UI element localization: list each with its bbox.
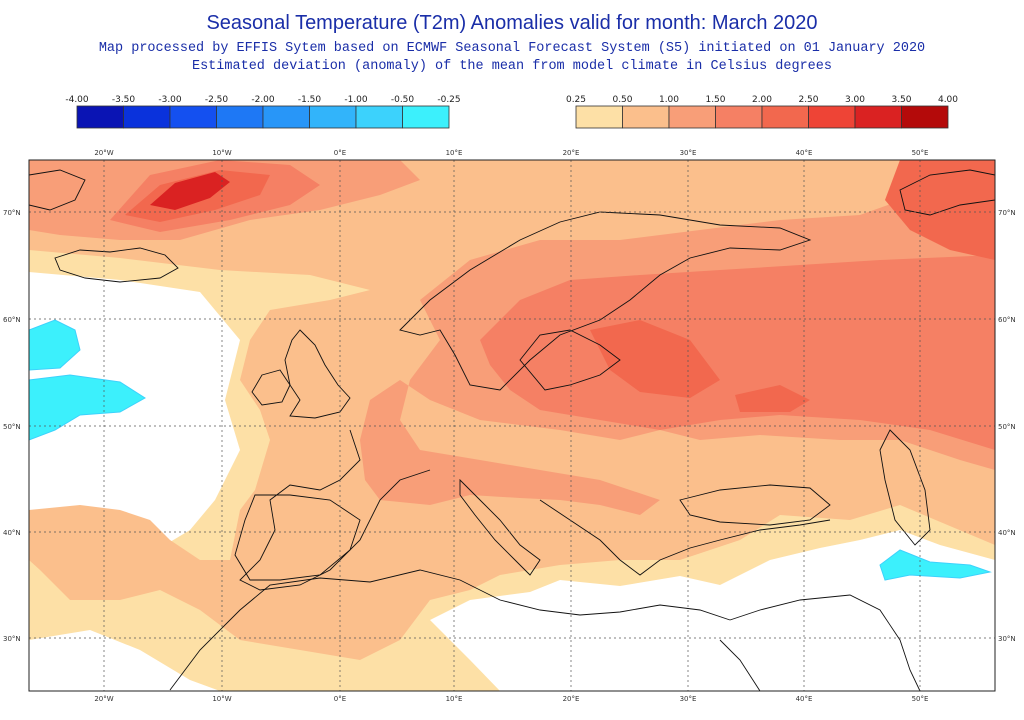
legend-cold-swatch-2 <box>169 105 217 129</box>
zone-anomaly-neg-caspian-south <box>879 549 992 581</box>
coast-iceland <box>54 247 179 283</box>
legend-cold-label-2: -3.00 <box>158 95 182 105</box>
lon-label-bottom-3: 10°E <box>446 695 463 703</box>
legend-warm-label-5: 2.50 <box>798 95 818 105</box>
coast-europe-west <box>239 429 431 591</box>
lon-label-top-4: 20°E <box>563 149 580 157</box>
lat-label-left-4: 30°N <box>3 635 21 643</box>
lon-label-bottom-7: 50°E <box>912 695 929 703</box>
zone-anomaly-neg-mid-atlantic <box>29 374 146 441</box>
zone-anomaly-200-baltic <box>590 320 720 398</box>
legend-warm-swatch-3 <box>715 105 763 129</box>
zone-anomaly-neg-north-atlantic <box>29 319 81 371</box>
graticule <box>29 160 995 691</box>
legend-cold-swatch-3 <box>216 105 264 129</box>
legend-cold-label-5: -1.50 <box>298 95 322 105</box>
lat-label-left-3: 40°N <box>3 529 21 537</box>
map-title: Seasonal Temperature (T2m) Anomalies val… <box>206 12 818 34</box>
coast-iberia <box>234 494 361 581</box>
coastlines <box>29 169 995 691</box>
lon-label-top-0: 20°W <box>94 149 113 157</box>
legend-warm-swatch-7 <box>901 105 949 129</box>
legend-warm-swatch-6 <box>854 105 902 129</box>
map-frame <box>28 159 996 692</box>
legend-warm-swatch-4 <box>761 105 809 129</box>
map-subtitle-processing: Map processed by EFFIS Sytem based on EC… <box>98 41 926 56</box>
lon-label-top-5: 30°E <box>680 149 697 157</box>
lon-label-top-1: 10°W <box>212 149 231 157</box>
lat-label-right-0: 70°N <box>998 209 1016 217</box>
lon-label-bottom-5: 30°E <box>680 695 697 703</box>
lon-label-top-7: 50°E <box>912 149 929 157</box>
legend-cold-swatch-5 <box>309 105 357 129</box>
coast-balkans <box>539 499 831 576</box>
coast-red-sea <box>719 639 761 691</box>
legend-cold-swatch-7 <box>402 105 450 129</box>
lat-label-right-2: 50°N <box>998 423 1016 431</box>
legend-cold-label-0: -4.00 <box>65 95 89 105</box>
coast-middle-east <box>729 594 921 691</box>
legend-warm-swatch-5 <box>808 105 856 129</box>
legend-warm-label-1: 0.50 <box>612 95 632 105</box>
lat-label-right-3: 40°N <box>998 529 1016 537</box>
lon-label-top-2: 0°E <box>334 149 346 157</box>
legend-cold-label-1: -3.50 <box>112 95 136 105</box>
legend-warm-swatch-0 <box>575 105 623 129</box>
lon-label-bottom-6: 40°E <box>796 695 813 703</box>
legend-warm-label-2: 1.00 <box>659 95 679 105</box>
legend-warm-label-3: 1.50 <box>705 95 725 105</box>
legend-cold-swatch-6 <box>355 105 403 129</box>
legend-cold-swatch-4 <box>262 105 310 129</box>
legend-cold-swatch-1 <box>123 105 171 129</box>
lat-label-right-1: 60°N <box>998 316 1016 324</box>
lon-label-top-3: 10°E <box>446 149 463 157</box>
coast-scandinavia <box>399 211 812 391</box>
coast-italy <box>459 478 541 576</box>
zone-anomaly-300-greenland <box>150 172 230 210</box>
coast-caspian <box>879 429 931 546</box>
lon-label-bottom-1: 10°W <box>212 695 231 703</box>
zone-anomaly-150 <box>480 255 995 450</box>
coast-north-africa <box>169 569 731 691</box>
lat-label-left-0: 70°N <box>3 209 21 217</box>
zone-anomaly-200-russia <box>735 385 810 412</box>
legend-warm-swatch-2 <box>668 105 716 129</box>
coast-great-britain <box>284 329 351 419</box>
zone-anomaly-200-barents <box>885 160 995 260</box>
zone-neutral-atlantic <box>29 272 240 560</box>
legend-cold-swatch-0 <box>76 105 124 129</box>
map-subtitle-units: Estimated deviation (anomaly) of the mea… <box>191 59 832 74</box>
legend-warm-label-0: 0.25 <box>566 95 586 105</box>
coast-svalbard <box>29 169 86 211</box>
coast-baltic <box>519 329 621 391</box>
lat-label-right-4: 30°N <box>998 635 1016 643</box>
legend-cold-label-7: -0.50 <box>391 95 415 105</box>
anomaly-map <box>29 160 995 691</box>
legend-cold: -4.00 -3.50 -3.00 -2.50 -2.00 -1.50 -1.00 -0.50… <box>65 95 461 129</box>
lon-label-bottom-0: 20°W <box>94 695 113 703</box>
lat-label-left-1: 60°N <box>3 316 21 324</box>
legend-cold-label-4: -2.00 <box>251 95 275 105</box>
legend-warm-label-8: 4.00 <box>938 95 958 105</box>
coast-novaya-zemlya <box>899 169 995 216</box>
lon-label-bottom-4: 20°E <box>563 695 580 703</box>
legend-warm-label-4: 2.00 <box>752 95 772 105</box>
zone-neutral-southwest <box>29 630 220 691</box>
coast-black-sea <box>679 484 831 526</box>
lat-label-left-2: 50°N <box>3 423 21 431</box>
lon-label-top-6: 40°E <box>796 149 813 157</box>
lon-label-bottom-2: 0°E <box>334 695 346 703</box>
legend-cold-label-8: -0.25 <box>437 95 460 105</box>
legend-warm-label-6: 3.00 <box>845 95 865 105</box>
legend-warm: 0.25 0.50 1.00 1.50 2.00 2.50 3.00 3.50 4.00 <box>566 95 958 129</box>
coast-ireland <box>251 369 291 406</box>
legend-warm-label-7: 3.50 <box>891 95 911 105</box>
legend-cold-label-6: -1.00 <box>344 95 368 105</box>
legend-warm-swatch-1 <box>622 105 670 129</box>
legend-cold-label-3: -2.50 <box>205 95 229 105</box>
